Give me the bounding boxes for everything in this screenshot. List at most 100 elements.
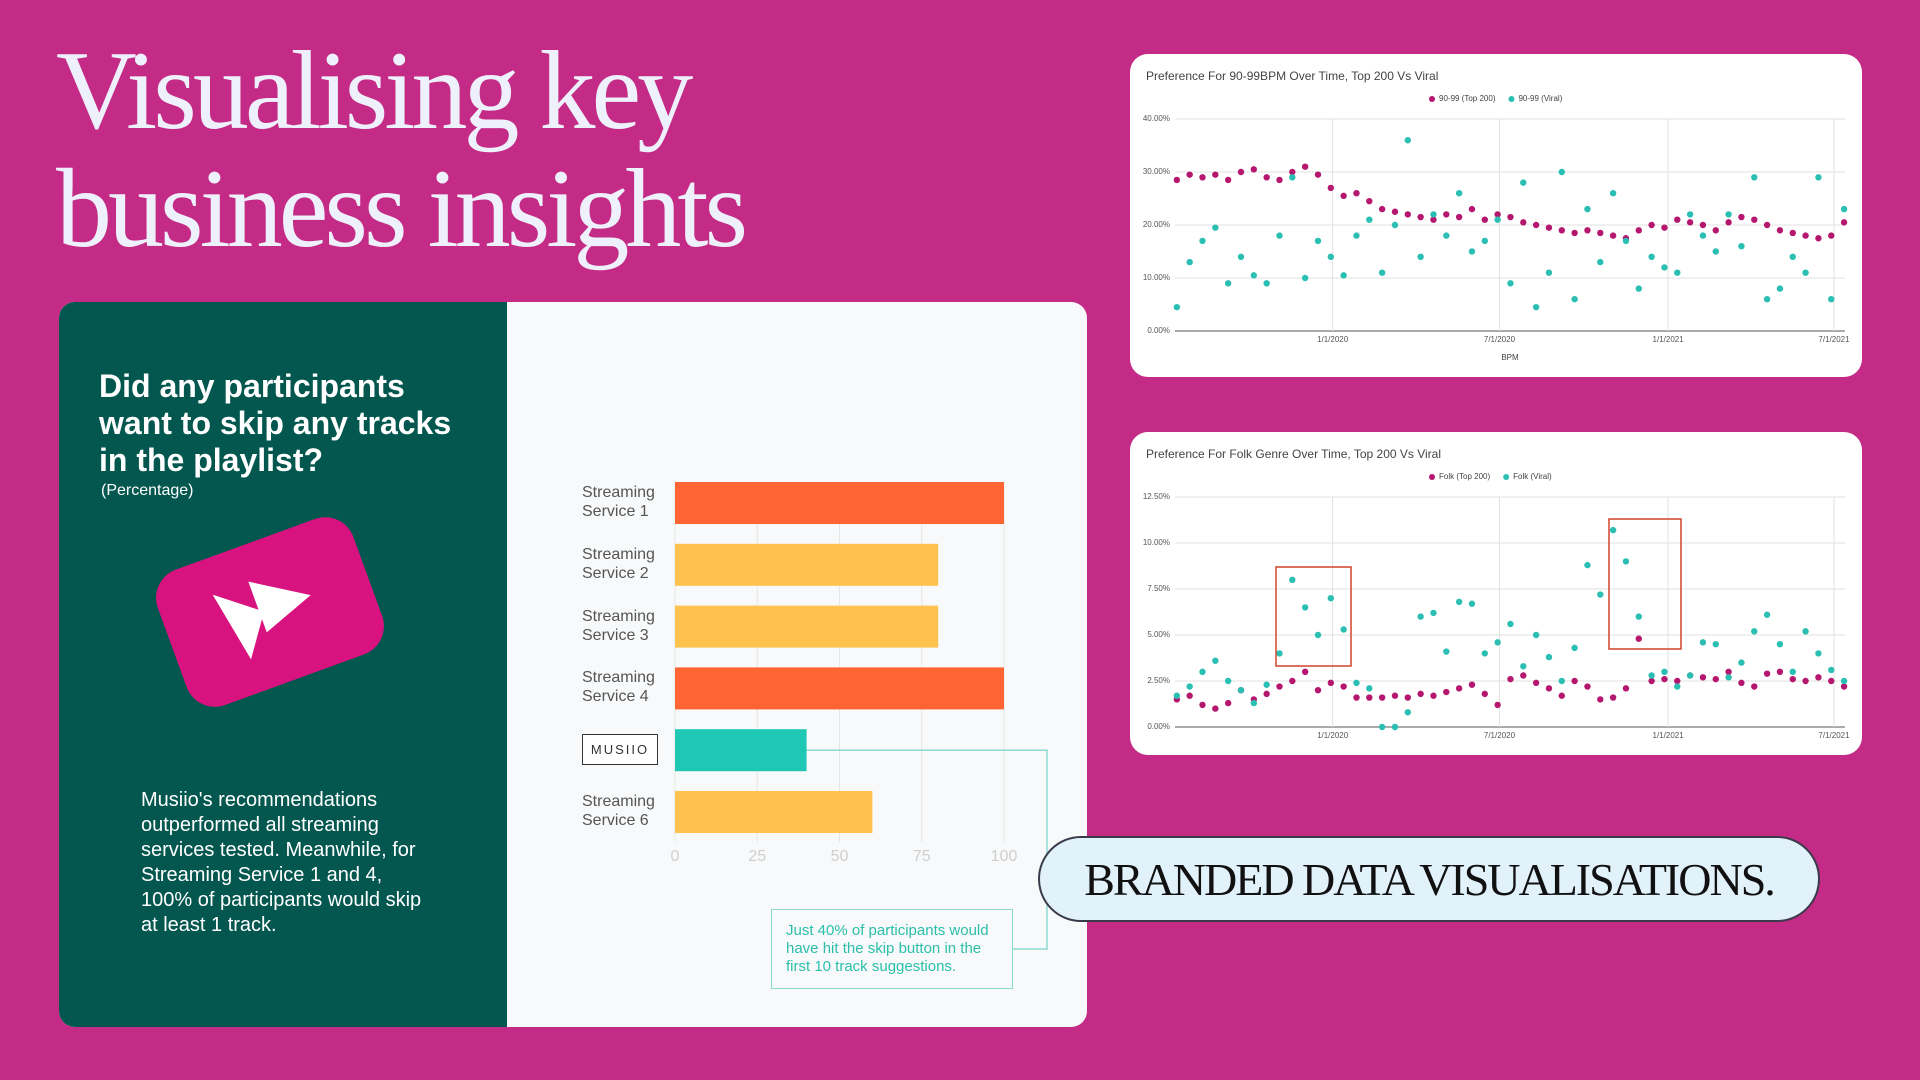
point <box>1366 685 1373 692</box>
point <box>1404 137 1412 144</box>
point <box>1366 197 1373 205</box>
point <box>1661 668 1668 675</box>
point <box>1289 168 1296 176</box>
point <box>1558 227 1565 234</box>
point <box>1276 650 1283 657</box>
point <box>1520 672 1527 679</box>
point <box>1571 644 1578 652</box>
point <box>1327 184 1335 192</box>
point <box>1738 243 1745 250</box>
category-label: Streaming Service 4 <box>582 669 655 706</box>
point <box>1417 213 1424 221</box>
point <box>1378 694 1386 701</box>
point <box>1532 221 1540 229</box>
point <box>1738 679 1745 687</box>
point <box>1802 232 1809 239</box>
point <box>1173 303 1181 311</box>
point <box>1584 205 1591 213</box>
point <box>1250 166 1258 173</box>
point <box>1584 227 1591 234</box>
point <box>1802 677 1809 685</box>
point <box>1712 675 1719 683</box>
x-tick-label: 100 <box>991 848 1018 865</box>
highlight-box <box>1608 518 1682 650</box>
point <box>1237 168 1245 176</box>
point <box>1751 628 1758 635</box>
point <box>1404 211 1412 218</box>
point <box>1763 296 1771 303</box>
point <box>1763 670 1771 677</box>
point <box>1725 211 1732 218</box>
point <box>1699 639 1707 646</box>
point <box>1609 694 1617 701</box>
point <box>1597 696 1604 703</box>
x-tick-label: 25 <box>748 848 766 865</box>
point <box>1340 683 1347 690</box>
point <box>1635 285 1642 292</box>
point <box>1532 679 1540 687</box>
point <box>1237 687 1245 694</box>
point <box>1699 674 1707 681</box>
point <box>1391 221 1399 229</box>
point <box>1378 205 1386 213</box>
summary: Musiio's recommendations outperformed al… <box>141 789 422 936</box>
bar <box>675 791 873 833</box>
point <box>1417 253 1424 260</box>
x-tick-label: 1/1/2020 <box>1317 335 1349 344</box>
point <box>1378 723 1386 731</box>
point <box>1776 285 1784 292</box>
point <box>1545 685 1553 692</box>
point <box>1173 692 1181 699</box>
point <box>1507 280 1514 287</box>
point <box>1212 224 1219 231</box>
point <box>1815 674 1822 681</box>
point <box>1520 179 1527 186</box>
point <box>1340 626 1347 633</box>
question: Did any participants want to skip any tr… <box>99 368 452 478</box>
point <box>1828 232 1835 239</box>
y-tick-label: 10.00% <box>1143 273 1170 282</box>
point <box>1776 641 1784 648</box>
point <box>1327 595 1335 602</box>
icon-arrow <box>212 581 311 660</box>
point <box>1648 221 1655 229</box>
point <box>1455 685 1463 692</box>
point <box>1545 224 1553 231</box>
point <box>1430 216 1437 223</box>
point <box>1699 232 1707 239</box>
point <box>1276 232 1283 239</box>
point <box>1815 235 1822 242</box>
point <box>1455 213 1463 221</box>
point <box>1622 558 1630 565</box>
point <box>1340 272 1347 279</box>
point <box>1443 648 1450 655</box>
point <box>1199 237 1206 245</box>
y-tick-label: 0.00% <box>1147 326 1170 335</box>
question-note: (Percentage) <box>101 482 194 499</box>
point <box>1301 274 1309 282</box>
point <box>1674 683 1681 690</box>
point <box>1674 216 1681 223</box>
x-tick-label: 1/1/2020 <box>1317 731 1349 740</box>
x-tick-label: 0 <box>671 848 680 865</box>
point <box>1494 701 1501 709</box>
point <box>1635 613 1642 620</box>
legend-label: Folk (Viral) <box>1513 472 1552 481</box>
point <box>1353 190 1360 197</box>
point <box>1751 216 1758 223</box>
category-label: Streaming Service 6 <box>582 793 655 829</box>
point <box>1840 677 1848 685</box>
point <box>1776 227 1784 234</box>
point <box>1199 174 1206 181</box>
point <box>1507 213 1514 221</box>
point <box>1828 296 1835 303</box>
point <box>1545 653 1553 661</box>
point <box>1725 668 1732 675</box>
point <box>1301 604 1309 611</box>
legend-label: 90-99 (Top 200) <box>1439 94 1496 103</box>
point <box>1417 613 1424 620</box>
category-logo: MUSIIO <box>582 734 658 766</box>
point <box>1443 688 1450 696</box>
point <box>1532 631 1540 639</box>
point <box>1263 681 1270 688</box>
